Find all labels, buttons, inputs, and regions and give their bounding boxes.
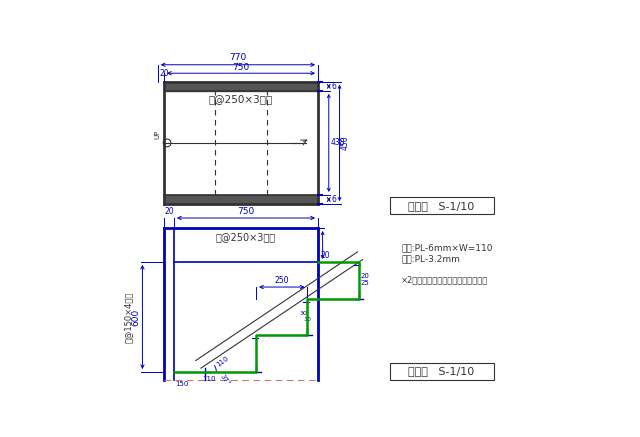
Text: （@150×4段）: （@150×4段）	[124, 291, 133, 343]
Text: 20: 20	[320, 251, 330, 260]
Text: （@250×3段）: （@250×3段）	[216, 232, 276, 242]
Text: 770: 770	[229, 53, 246, 62]
Text: （@250×3段）: （@250×3段）	[209, 94, 273, 104]
Text: 250: 250	[275, 276, 289, 285]
Text: 450: 450	[341, 135, 350, 150]
Text: 段板:PL-6mm×W=110: 段板:PL-6mm×W=110	[401, 243, 493, 253]
Text: 立面図   S-1/10: 立面図 S-1/10	[408, 366, 475, 376]
Text: 段板:PL-3.2mm: 段板:PL-3.2mm	[401, 254, 460, 263]
Text: 平面図   S-1/10: 平面図 S-1/10	[408, 201, 475, 211]
Text: ×2段目を除いてグレー鎖止め仕上げ: ×2段目を除いてグレー鎖止め仕上げ	[401, 276, 488, 285]
Bar	[390, 197, 493, 214]
Bar	[390, 363, 493, 380]
Text: 30: 30	[300, 311, 308, 316]
Text: 20: 20	[159, 69, 169, 78]
Text: 30: 30	[303, 317, 312, 322]
Text: 110: 110	[215, 355, 230, 368]
Text: 25: 25	[360, 280, 369, 286]
Text: 6: 6	[331, 82, 336, 91]
Text: 20: 20	[360, 273, 369, 279]
Text: 6: 6	[331, 195, 336, 204]
Text: 110: 110	[202, 376, 216, 382]
Text: 750: 750	[232, 62, 250, 72]
Text: 438: 438	[331, 139, 346, 147]
Text: 150: 150	[175, 381, 189, 387]
Text: 20: 20	[164, 207, 174, 216]
Text: 37°: 37°	[219, 373, 231, 387]
Text: 600: 600	[131, 309, 140, 326]
Text: 750: 750	[237, 207, 255, 216]
Bar	[164, 195, 318, 204]
Bar	[164, 82, 318, 91]
Text: UP: UP	[155, 130, 161, 139]
